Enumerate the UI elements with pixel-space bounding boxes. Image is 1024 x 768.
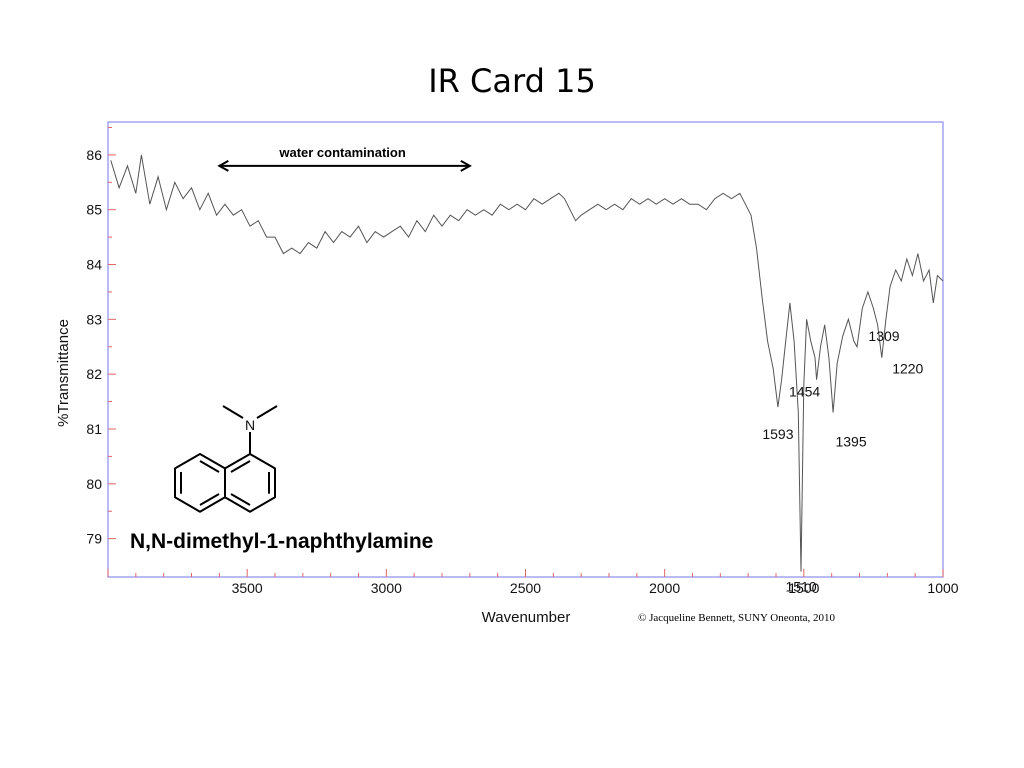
peak-labels: 1593 1454 1395 1309 1220 1510 (762, 328, 923, 595)
x-tick-label: 1500 (788, 580, 819, 596)
y-tick-label: 79 (86, 531, 102, 547)
peak-label: 1454 (789, 384, 820, 400)
page-title: IR Card 15 (428, 62, 596, 100)
y-tick-label: 85 (86, 202, 102, 218)
compound-name: N,N-dimethyl-1-naphthylamine (130, 530, 433, 553)
y-tick-label: 86 (86, 147, 102, 163)
arrow-head-right-icon (460, 159, 472, 172)
x-tick-label: 2000 (649, 580, 680, 596)
peak-label: 1395 (835, 434, 866, 450)
plot-frame (107, 121, 944, 578)
x-tick-label: 2500 (510, 580, 541, 596)
peak-label: 1220 (892, 361, 923, 377)
arrow-head-left-icon (217, 159, 229, 172)
y-tick-label: 81 (86, 421, 102, 437)
y-axis-title: %Transmittance (55, 319, 72, 427)
axis-ticks (107, 126, 944, 577)
tick-labels: 3500 3000 2500 2000 1500 1000 79 80 81 82 83 84 85 86 (86, 147, 958, 596)
y-tick-label: 80 (86, 476, 102, 492)
nitrogen-atom-label: N (245, 417, 255, 433)
spectrum-line (110, 154, 944, 572)
peak-label: 1309 (868, 328, 899, 344)
y-tick-label: 83 (86, 311, 102, 327)
n-n-dimethyl-1-naphthylamine-structure-icon (174, 405, 278, 513)
peak-label: 1593 (762, 426, 793, 442)
y-tick-label: 84 (86, 257, 102, 273)
water-contamination-annotation: water contamination (217, 145, 472, 172)
x-tick-label: 1000 (927, 580, 958, 596)
copyright-credit: © Jacqueline Bennett, SUNY Oneonta, 2010 (638, 612, 836, 624)
y-tick-label: 82 (86, 366, 102, 382)
x-axis-title: Wavenumber (482, 609, 571, 626)
annotation-text: water contamination (278, 145, 405, 160)
x-tick-label: 3000 (371, 580, 402, 596)
peak-label: 1510 (785, 579, 816, 595)
x-tick-label: 3500 (232, 580, 263, 596)
